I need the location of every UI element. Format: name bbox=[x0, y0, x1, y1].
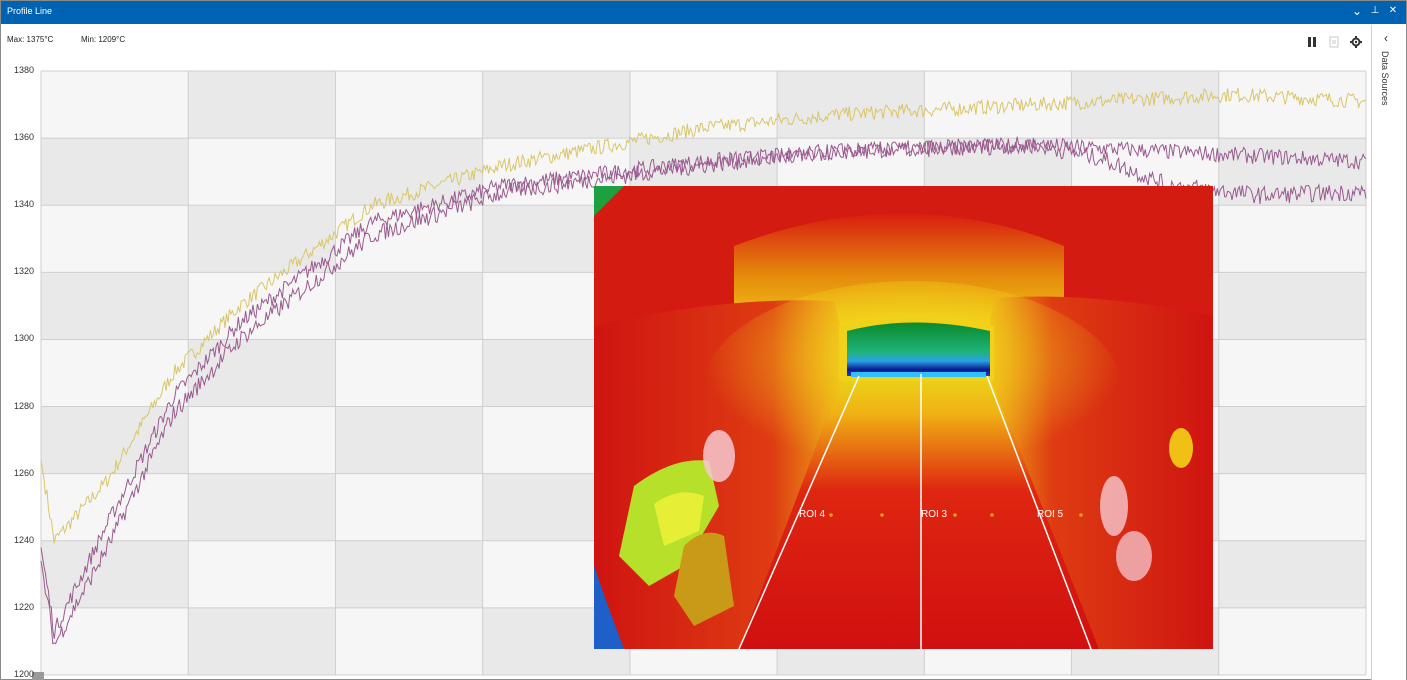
grid-cell bbox=[41, 540, 189, 608]
y-tick-label: 1280 bbox=[14, 400, 35, 411]
grid-cell bbox=[335, 138, 483, 206]
grid-cell bbox=[629, 71, 778, 139]
series-line-1 bbox=[40, 87, 1367, 544]
grid-cell bbox=[188, 138, 336, 206]
grid-cell bbox=[1218, 205, 1366, 273]
grid-cell bbox=[335, 406, 483, 474]
dropdown-icon[interactable]: ⌄ bbox=[1351, 4, 1363, 18]
y-tick-label: 1320 bbox=[14, 266, 35, 277]
grid-cell bbox=[41, 406, 189, 474]
grid-cell bbox=[777, 71, 925, 139]
min-temperature: Min: 1209°C bbox=[81, 35, 126, 44]
grid-cell bbox=[41, 339, 189, 407]
chevron-left-icon[interactable]: ‹ bbox=[1384, 31, 1388, 45]
grid-cell bbox=[41, 205, 189, 273]
grid-cell bbox=[335, 205, 483, 273]
grid-cell bbox=[1218, 540, 1366, 608]
window-title: Profile Line bbox=[7, 6, 53, 16]
pause-button[interactable] bbox=[1305, 35, 1319, 49]
y-tick-label: 1360 bbox=[14, 132, 35, 143]
grid-cell bbox=[188, 540, 336, 608]
pin-icon[interactable]: ⊥ bbox=[1370, 5, 1380, 16]
status-bar: Max: 1375°C Min: 1209°C bbox=[1, 25, 1371, 53]
grid-cell bbox=[924, 71, 1072, 139]
grid-cell bbox=[41, 71, 189, 139]
y-tick-label: 1380 bbox=[14, 65, 35, 75]
y-tick-label: 1220 bbox=[14, 601, 35, 612]
grid-cell bbox=[41, 138, 189, 206]
grid-cell bbox=[335, 71, 483, 139]
roi-4-line bbox=[738, 375, 860, 649]
roi-label[interactable]: ROI 3 bbox=[921, 509, 948, 520]
y-tick-label: 1300 bbox=[14, 333, 35, 344]
axis-origin-marker bbox=[32, 672, 44, 680]
gear-icon bbox=[1350, 36, 1362, 48]
roi-label[interactable]: ROI 5 bbox=[1037, 509, 1064, 520]
grid-cell bbox=[1218, 272, 1366, 340]
grid-cell bbox=[335, 540, 483, 608]
y-tick-label: 1200 bbox=[14, 669, 35, 679]
grid-cell bbox=[188, 205, 336, 273]
data-sources-tab[interactable]: Data Sources bbox=[1380, 51, 1390, 106]
grid-cell bbox=[335, 473, 483, 541]
grid-cell bbox=[41, 607, 189, 675]
y-tick-label: 1240 bbox=[14, 534, 35, 545]
grid-cell bbox=[188, 406, 336, 474]
grid-cell bbox=[335, 339, 483, 407]
grid-cell bbox=[188, 71, 336, 139]
thermal-camera-view bbox=[594, 186, 1213, 649]
grid-cell bbox=[1218, 339, 1366, 407]
grid-cell bbox=[1218, 473, 1366, 541]
series-line-2 bbox=[40, 136, 1367, 639]
grid-cell bbox=[1218, 607, 1366, 675]
grid-cell bbox=[1218, 406, 1366, 474]
grid-cell bbox=[188, 272, 336, 340]
y-tick-label: 1340 bbox=[14, 199, 35, 210]
grid-cell bbox=[1218, 71, 1366, 139]
roi-5-line bbox=[986, 375, 1092, 649]
grid-cell bbox=[188, 607, 336, 675]
roi-label[interactable]: ROI 4 bbox=[799, 509, 826, 520]
grid-cell bbox=[335, 272, 483, 340]
grid-cell bbox=[41, 272, 189, 340]
y-tick-label: 1260 bbox=[14, 467, 35, 478]
settings-button[interactable] bbox=[1349, 35, 1363, 49]
grid-cell bbox=[482, 71, 630, 139]
max-temperature: Max: 1375°C bbox=[7, 35, 54, 44]
close-icon[interactable]: ✕ bbox=[1388, 5, 1398, 16]
export-icon bbox=[1329, 36, 1339, 48]
pause-icon bbox=[1308, 37, 1316, 47]
data-sources-panel[interactable]: ‹ Data Sources bbox=[1371, 25, 1406, 680]
series-line-3 bbox=[40, 136, 1367, 645]
grid-cell bbox=[335, 607, 483, 675]
grid-cell bbox=[188, 473, 336, 541]
export-button[interactable] bbox=[1327, 35, 1341, 49]
grid-cell bbox=[1071, 71, 1219, 139]
thermal-image: ROI 4 ROI 3 ROI 5 bbox=[594, 186, 1213, 649]
title-bar: Profile Line ⌄ ⊥ ✕ bbox=[1, 1, 1406, 24]
